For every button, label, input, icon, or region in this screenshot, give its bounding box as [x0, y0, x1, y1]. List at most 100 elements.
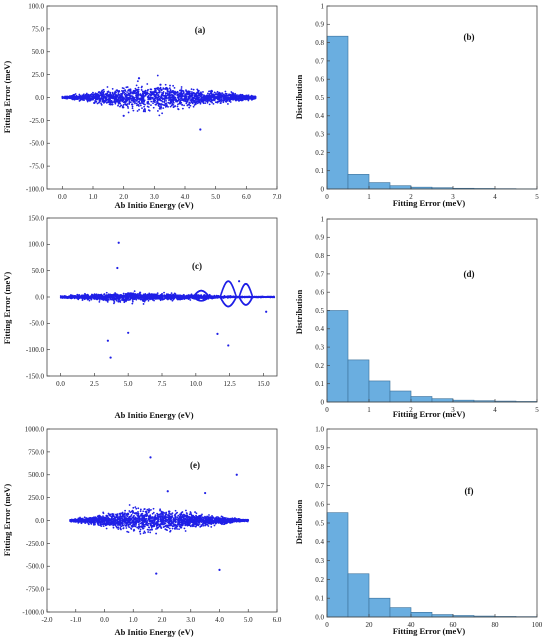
x-axis-label-b: Fitting Error (meV): [393, 198, 466, 208]
scatter-point: [94, 293, 96, 295]
scatter-point: [147, 106, 149, 108]
scatter-point: [168, 102, 170, 104]
scatter-point: [113, 94, 115, 96]
scatter-point: [215, 97, 217, 99]
scatter-point: [173, 104, 175, 106]
histogram-bar: [348, 174, 369, 189]
scatter-point: [131, 295, 133, 297]
scatter-point: [181, 104, 183, 106]
scatter-point: [92, 92, 94, 94]
scatter-point: [162, 101, 164, 103]
scatter-point: [207, 102, 209, 104]
scatter-point: [77, 97, 79, 99]
scatter-point: [82, 298, 84, 300]
scatter-point: [210, 90, 212, 92]
scatter-point: [244, 296, 246, 298]
scatter-point: [178, 108, 180, 110]
scatter-point: [74, 96, 76, 98]
scatter-point: [80, 98, 82, 100]
y-tick-label: 100.0: [28, 241, 44, 249]
scatter-point: [177, 100, 179, 102]
scatter-point: [211, 94, 213, 96]
y-tick-label: 0.6: [315, 76, 324, 84]
scatter-outlier: [127, 332, 129, 334]
scatter-outlier: [107, 340, 109, 342]
scatter-point: [165, 84, 167, 86]
scatter-outlier: [199, 128, 201, 130]
scatter-point: [230, 98, 232, 100]
scatter-point: [241, 98, 243, 100]
scatter-point: [191, 91, 193, 93]
scatter-point: [120, 105, 122, 107]
scatter-point: [72, 98, 74, 100]
scatter-point: [71, 295, 73, 297]
scatter-point: [83, 295, 85, 297]
y-tick-label: 0.1: [315, 380, 324, 388]
scatter-point: [146, 101, 148, 103]
scatter-point: [174, 98, 176, 100]
x-tick-label: 0.0: [100, 616, 109, 624]
scatter-point: [231, 96, 233, 98]
scatter-point: [140, 105, 142, 107]
scatter-point: [122, 298, 124, 300]
scatter-point: [198, 90, 200, 92]
scatter-point: [106, 102, 108, 104]
scatter-point: [87, 99, 89, 101]
scatter-point: [157, 92, 159, 94]
scatter-point: [107, 86, 109, 88]
y-tick-label: -500.0: [26, 563, 45, 571]
scatter-point: [101, 90, 103, 92]
scatter-point: [151, 296, 153, 298]
scatter-point: [147, 89, 149, 91]
scatter-outlier: [118, 242, 120, 244]
scatter-point: [79, 100, 81, 102]
scatter-point: [133, 98, 135, 100]
scatter-point: [113, 294, 115, 296]
scatter-point: [141, 89, 143, 91]
scatter-point: [155, 97, 157, 99]
scatter-point: [153, 300, 155, 302]
scatter-point: [186, 105, 188, 107]
scatter-point: [227, 97, 229, 99]
x-tick-label: 10.0: [190, 380, 203, 388]
scatter-point: [72, 297, 74, 299]
scatter-point: [107, 299, 109, 301]
scatter-point: [60, 296, 62, 298]
scatter-point: [112, 296, 114, 298]
scatter-point: [153, 94, 155, 96]
scatter-point: [217, 102, 219, 104]
scatter-point: [121, 101, 123, 103]
x-tick-label: 5: [535, 406, 539, 414]
scatter-point: [64, 97, 66, 99]
scatter-outlier: [123, 115, 125, 117]
scatter-point: [185, 297, 187, 299]
y-tick-label: -25.0: [29, 117, 44, 125]
scatter-point: [132, 106, 134, 108]
scatter-point: [243, 98, 245, 100]
histogram-bar: [390, 391, 411, 402]
scatter-point: [68, 296, 70, 298]
scatter-point: [160, 97, 162, 99]
scatter-point: [204, 294, 206, 296]
scatter-point: [237, 98, 239, 100]
scatter-outlier: [116, 267, 118, 269]
x-tick-label: 0.0: [56, 380, 65, 388]
scatter-point: [96, 97, 98, 99]
scatter-point: [89, 300, 91, 302]
y-tick-label: 0.2: [315, 362, 324, 370]
scatter-point: [191, 88, 193, 90]
scatter-point: [165, 102, 167, 104]
scatter-point: [226, 93, 228, 95]
scatter-point: [185, 98, 187, 100]
scatter-point: [243, 95, 245, 97]
scatter-point: [181, 95, 183, 97]
scatter-point: [157, 100, 159, 102]
scatter-point: [213, 96, 215, 98]
scatter-point: [172, 297, 174, 299]
scatter-point: [136, 94, 138, 96]
scatter-point: [118, 294, 120, 296]
y-tick-label: 0: [321, 398, 325, 406]
